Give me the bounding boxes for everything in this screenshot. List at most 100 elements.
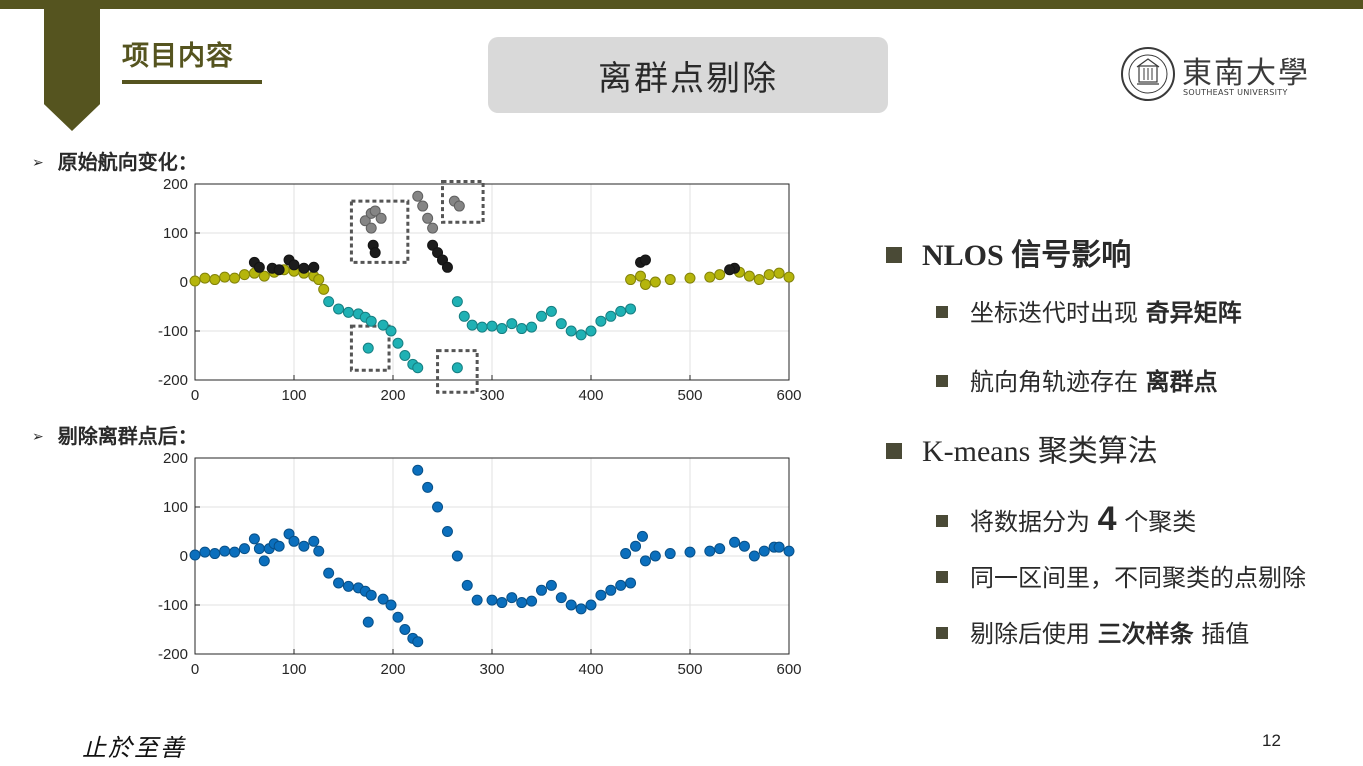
data-point (451, 296, 463, 308)
y-tick-label: 200 (163, 450, 188, 467)
data-point (253, 261, 265, 273)
chart-filtered-heading: 0 100 200 300 400 500 600 200 100 0 -100 -200 (158, 450, 802, 678)
x-tick-label: 400 (578, 387, 603, 404)
arrow-bullet-icon: ➢ (32, 155, 44, 171)
x-tick-label: 100 (281, 387, 306, 404)
data-point (342, 580, 354, 592)
data-point (496, 597, 508, 609)
data-point (333, 303, 345, 315)
y-tick-label: 200 (163, 176, 188, 193)
bullet-text: 坐标迭代时出现 (970, 299, 1146, 327)
y-tick-label: 100 (163, 225, 188, 242)
data-point (412, 464, 424, 476)
data-point (639, 254, 651, 266)
data-point (773, 267, 785, 279)
data-point (365, 315, 377, 327)
bullet-outliers: 航向角轨迹存在 离群点 (936, 362, 1218, 397)
data-point (565, 599, 577, 611)
data-point (516, 597, 528, 609)
x-tick-label: 200 (380, 661, 405, 678)
data-point (635, 270, 646, 282)
data-point (451, 550, 463, 562)
data-point (620, 548, 632, 560)
data-point (763, 269, 775, 281)
bullet-text: 同一区间里，不同聚类的点剔除 (970, 564, 1306, 592)
bullet-singular-matrix: 坐标迭代时出现 奇异矩阵 (936, 293, 1242, 328)
data-point (359, 215, 371, 227)
data-point (422, 212, 434, 224)
data-point (575, 329, 587, 341)
motto: 止於至善 (82, 734, 186, 762)
x-tick-label: 0 (191, 387, 199, 404)
data-point (365, 222, 377, 234)
data-point (432, 501, 444, 513)
square-bullet-icon (886, 443, 902, 459)
data-point (273, 540, 285, 552)
data-point (365, 589, 377, 601)
chart-original-heading: 0 100 200 300 400 500 600 200 100 0 -100 -200 (158, 176, 802, 404)
data-point (461, 579, 473, 591)
arrow-bullet-icon: ➢ (32, 429, 44, 445)
data-point (318, 283, 330, 295)
bullet-bold-text: 4 (1097, 500, 1117, 538)
data-point (298, 262, 310, 274)
bullet-text: 剔除后使用 (970, 620, 1098, 648)
x-tick-label: 500 (677, 661, 702, 678)
outlier-highlight-box (349, 324, 391, 372)
bullet-bold-text: 三次样条 (1097, 620, 1194, 648)
data-point (288, 535, 300, 547)
data-point (288, 259, 300, 271)
data-point (536, 584, 547, 596)
square-bullet-icon (936, 571, 948, 583)
data-point (189, 549, 201, 561)
data-point (486, 320, 498, 332)
data-point (743, 270, 755, 282)
data-point (783, 271, 795, 283)
data-point (496, 323, 508, 335)
data-point (565, 325, 577, 337)
data-point (209, 274, 221, 286)
page-number: 12 (1262, 731, 1281, 750)
bullet-remove-points: 同一区间里，不同聚类的点剔除 (936, 558, 1306, 593)
data-point (427, 222, 439, 234)
data-point (625, 303, 637, 315)
bullet-bold-text: 离群点 (1145, 368, 1218, 396)
data-point (258, 270, 270, 282)
data-point (323, 296, 335, 308)
data-point (399, 350, 411, 361)
data-point (441, 261, 453, 273)
data-point (369, 247, 381, 259)
data-point (664, 274, 676, 286)
data-point (625, 274, 637, 286)
data-point (451, 362, 463, 374)
bullet-text: 个聚类 (1116, 508, 1197, 536)
data-point (575, 603, 587, 615)
data-point (595, 589, 607, 601)
label-after: ➢ 剔除离群点后： (32, 420, 198, 449)
data-point (369, 205, 381, 217)
data-point (258, 555, 270, 567)
data-point (229, 272, 241, 284)
data-point (219, 545, 231, 557)
data-point (595, 315, 607, 327)
data-point (630, 540, 642, 552)
y-tick-label: 0 (180, 274, 188, 291)
data-point (639, 278, 651, 290)
data-point (615, 579, 627, 591)
section-tab (44, 9, 100, 131)
data-point (664, 548, 676, 560)
data-point (412, 190, 424, 202)
data-point (422, 481, 434, 493)
section-underline (122, 80, 262, 84)
data-point (199, 546, 211, 558)
y-tick-label: 100 (163, 499, 188, 516)
bullet-text: 将数据分为 (970, 508, 1098, 536)
university-logo: 東南大學 SOUTHEAST UNIVERSITY (1120, 46, 1308, 104)
data-point (649, 550, 661, 562)
data-point (412, 636, 424, 648)
data-point (333, 577, 345, 589)
data-point (714, 543, 726, 555)
data-point (526, 321, 538, 333)
data-point (199, 272, 211, 284)
data-point (545, 305, 557, 317)
